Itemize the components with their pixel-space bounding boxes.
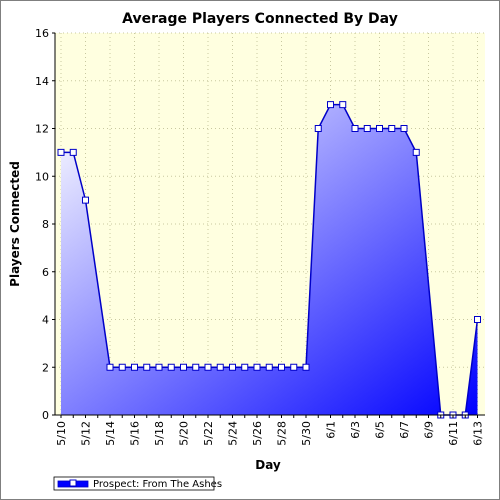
legend: Prospect: From The Ashes [53,476,222,491]
x-tick-label: 6/3 [349,421,362,439]
x-tick-label: 6/5 [374,421,387,439]
data-point [131,363,138,371]
data-point [388,125,396,132]
x-tick-label: 5/10 [55,421,68,446]
data-point [204,363,212,371]
x-tick-label: 6/9 [423,421,436,439]
x-tick-label: 5/24 [227,421,240,446]
data-point [241,363,249,371]
x-tick-label: 5/28 [276,421,289,446]
data-point [82,196,89,204]
y-tick-label: 16 [35,27,49,40]
data-point [351,125,359,132]
y-tick-label: 0 [42,409,49,422]
y-tick-labels: 0 2 4 6 8 10 12 14 16 [35,27,55,422]
data-point [474,316,481,323]
x-tick-label: 5/14 [104,421,117,446]
x-tick-label: 5/12 [80,421,93,446]
data-point [216,363,224,371]
x-tick-label: 6/11 [447,421,460,446]
data-point [155,363,163,371]
series-points [57,101,481,419]
data-point [69,148,77,156]
x-tick-label: 5/16 [129,421,142,446]
data-point [192,363,200,371]
data-point [327,101,334,109]
y-tick-label: 14 [35,75,49,88]
data-point [302,363,310,371]
legend-label: Prospect: From The Ashes [93,479,222,490]
data-point [290,363,298,371]
data-point [376,125,383,132]
x-tick-label: 6/13 [472,421,485,446]
data-point [265,363,273,371]
y-tick-label: 8 [42,218,49,231]
data-point [118,363,126,371]
data-point [278,363,285,371]
data-point [106,363,114,371]
data-point [363,125,371,132]
y-tick-label: 2 [42,361,49,374]
data-point [253,363,261,371]
legend-marker [69,479,77,487]
y-tick-label: 6 [42,266,49,279]
x-tick-label: 5/26 [251,421,264,446]
y-axis-label: Players Connected [8,161,22,287]
x-tick-label: 5/22 [202,421,215,446]
x-tick-label: 6/7 [398,421,411,439]
x-tick-label: 6/1 [325,421,338,439]
data-point [143,363,151,371]
x-tick-labels: 5/10 5/12 5/14 5/16 5/18 5/20 5/22 5/24 5/26 5/28… [55,415,485,446]
data-point [400,125,408,132]
data-point [412,148,420,156]
legend-box [53,476,215,491]
y-tick-label: 12 [35,123,49,136]
data-point [57,148,65,156]
x-tick-label: 5/30 [300,421,313,446]
x-tick-label: 5/18 [153,421,166,446]
y-tick-label: 10 [35,170,49,183]
x-axis-label: Day [255,458,281,472]
data-point [229,363,236,371]
data-point [167,363,175,371]
x-tick-label: 5/20 [178,421,191,446]
data-point [314,125,322,132]
y-tick-label: 4 [42,314,49,327]
data-point [339,101,347,109]
series-area [61,104,478,415]
data-point [180,363,187,371]
chart-title: Average Players Connected By Day [122,11,398,27]
